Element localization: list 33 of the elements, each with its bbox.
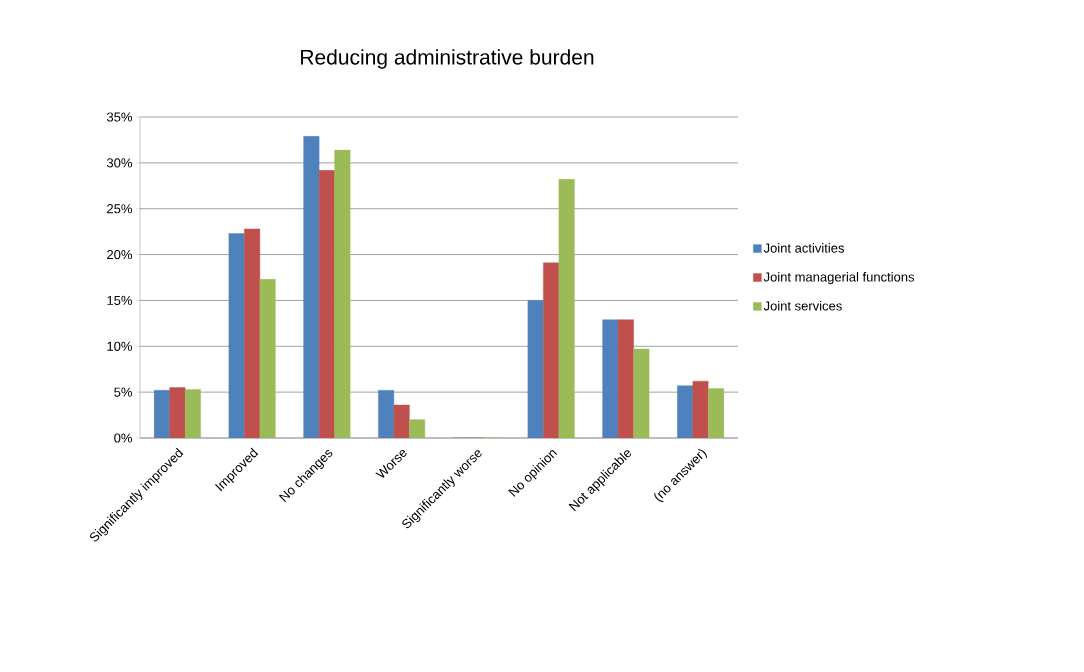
bar xyxy=(558,179,575,438)
bar xyxy=(228,233,245,438)
y-tick-label: 10% xyxy=(107,341,133,351)
y-tick-label: 35% xyxy=(106,112,133,122)
bar xyxy=(244,228,261,438)
bar xyxy=(169,387,186,438)
y-tick-label: 20% xyxy=(107,249,133,260)
legend-label: Joint managerial functions xyxy=(763,272,915,285)
y-tick-label: 15% xyxy=(107,295,133,305)
y-tick-label: 25% xyxy=(107,204,133,214)
bar xyxy=(543,262,560,438)
legend-label: Joint services xyxy=(763,300,842,311)
bar xyxy=(677,385,694,438)
y-tick-label: 30% xyxy=(106,158,133,168)
bar xyxy=(527,300,544,438)
bar xyxy=(633,348,650,438)
bar xyxy=(617,319,634,438)
legend-label: Joint activities xyxy=(763,243,845,253)
y-tick-label: 0% xyxy=(114,433,133,443)
bar xyxy=(692,380,709,438)
bar xyxy=(259,279,276,438)
bar xyxy=(378,390,395,438)
bar xyxy=(602,319,619,438)
bar xyxy=(393,404,410,438)
bar xyxy=(334,149,351,438)
bar xyxy=(184,389,201,438)
bar xyxy=(303,136,320,438)
bar xyxy=(153,390,170,438)
bar xyxy=(409,419,426,438)
bar xyxy=(318,169,335,438)
chart-title: Reducing administrative burden xyxy=(301,49,594,69)
y-tick-label: 5% xyxy=(114,387,133,397)
bar xyxy=(708,388,725,438)
